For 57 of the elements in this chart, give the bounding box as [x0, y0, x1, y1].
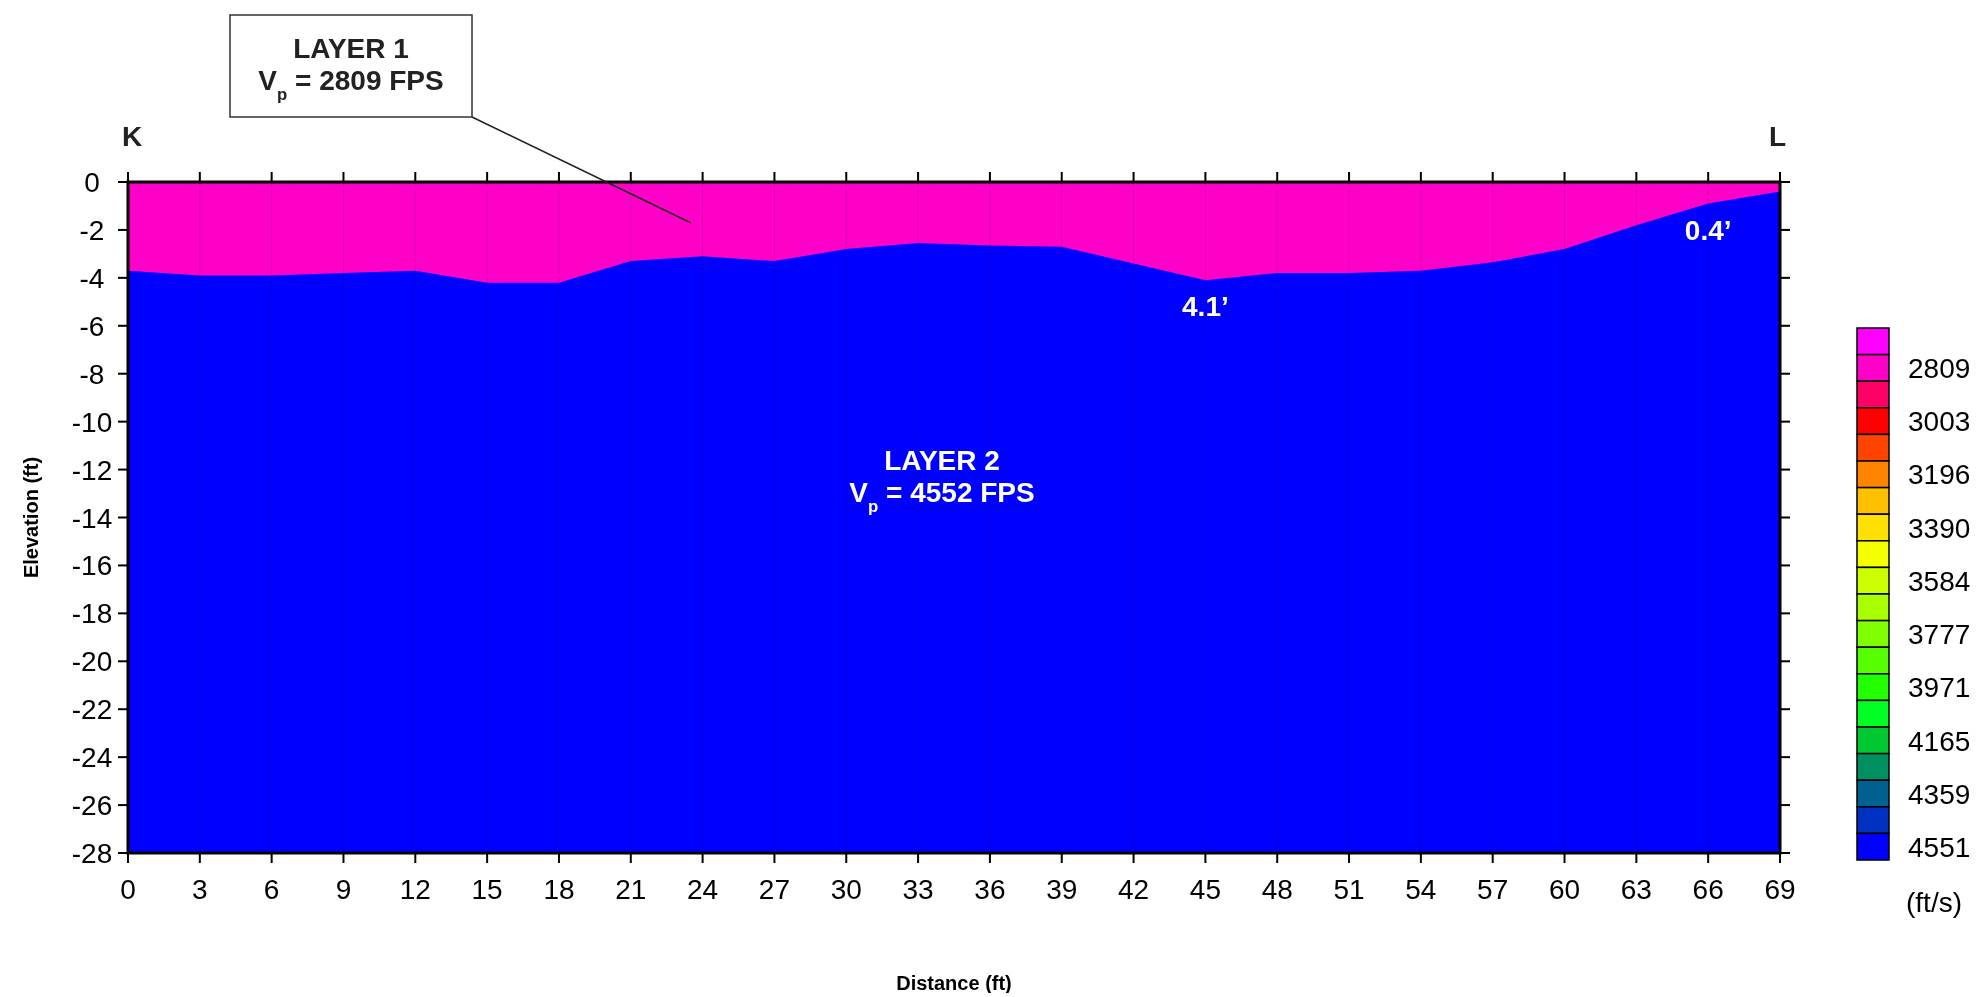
- color-bar-title: (ft/s): [1906, 887, 1962, 918]
- x-tick-label: 12: [399, 874, 431, 905]
- y-tick-label: -12: [71, 454, 113, 486]
- color-bar-label: 4551: [1908, 831, 1971, 863]
- x-tick-label: 63: [1620, 874, 1652, 905]
- y-tick-label: -16: [71, 550, 113, 582]
- y-axis-title: Elevation (ft): [20, 456, 42, 579]
- x-tick-label: 27: [758, 874, 791, 905]
- x-tick-label: 3: [192, 874, 208, 905]
- y-tick-label: -2: [79, 214, 105, 246]
- x-tick-label: 60: [1548, 874, 1581, 905]
- text: L: [1768, 121, 1786, 152]
- y-tick-label: -6: [79, 310, 105, 342]
- x-tick-label: 42: [1117, 874, 1150, 905]
- text: LAYER 1 V$_{p}$ = 2809 FPS: [258, 33, 444, 104]
- color-bar-label: 3196: [1908, 459, 1971, 491]
- color-bar-label: 2809: [1908, 352, 1971, 384]
- x-tick-label: 15: [471, 874, 503, 905]
- x-tick-label: 9: [335, 874, 352, 905]
- y-tick-label: -18: [71, 598, 113, 630]
- x-tick-label: 51: [1333, 874, 1365, 905]
- color-bar-label: 3390: [1908, 512, 1971, 544]
- x-tick-label: 21: [615, 874, 647, 905]
- y-tick-label: -26: [71, 790, 113, 822]
- x-tick-label: 45: [1189, 874, 1221, 905]
- x-tick-label: 48: [1261, 874, 1293, 905]
- y-tick-label: -24: [71, 742, 113, 774]
- annotation: LAYER 2 V$_{p}$ = 4552 FPS: [849, 444, 1035, 516]
- y-tick-label: -28: [71, 838, 113, 869]
- y-tick-label: -22: [71, 694, 113, 726]
- color-bar-label: 3971: [1908, 672, 1971, 704]
- y-tick-label: 0: [84, 167, 100, 198]
- color-bar-label: 4359: [1908, 779, 1971, 811]
- y-tick-label: -8: [79, 358, 105, 390]
- x-tick-label: 36: [974, 874, 1006, 905]
- x-tick-label: 0: [120, 874, 136, 905]
- color-bar-label: 3584: [1908, 565, 1971, 597]
- x-tick-label: 57: [1477, 874, 1509, 905]
- y-tick-label: -20: [71, 646, 113, 678]
- x-tick-label: 33: [902, 874, 934, 905]
- text: K: [122, 121, 143, 152]
- x-tick-label: 54: [1405, 874, 1437, 905]
- annotation: 4.1’: [1182, 291, 1229, 323]
- y-tick-label: -10: [71, 406, 113, 438]
- x-tick-label: 18: [543, 874, 575, 905]
- x-tick-label: 30: [830, 874, 862, 905]
- x-tick-label: 69: [1764, 874, 1796, 905]
- annotation: 0.4’: [1684, 214, 1732, 246]
- x-tick-label: 39: [1046, 874, 1078, 905]
- x-tick-label: 24: [687, 874, 719, 905]
- x-tick-label: 66: [1692, 874, 1724, 905]
- color-bar-label: 4165: [1908, 725, 1971, 757]
- x-tick-label: 6: [263, 874, 280, 905]
- y-tick-label: -14: [71, 502, 113, 534]
- color-bar-label: 3003: [1908, 406, 1971, 438]
- y-tick-label: -4: [79, 262, 105, 294]
- color-bar-label: 3777: [1908, 619, 1971, 650]
